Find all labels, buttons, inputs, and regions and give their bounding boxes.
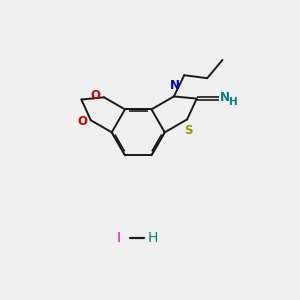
Text: S: S: [184, 124, 193, 137]
Text: O: O: [77, 115, 87, 128]
Text: H: H: [230, 98, 238, 107]
Text: N: N: [220, 91, 230, 104]
Text: O: O: [91, 89, 100, 102]
Text: I: I: [117, 231, 121, 245]
Text: H: H: [147, 231, 158, 245]
Text: N: N: [170, 79, 180, 92]
